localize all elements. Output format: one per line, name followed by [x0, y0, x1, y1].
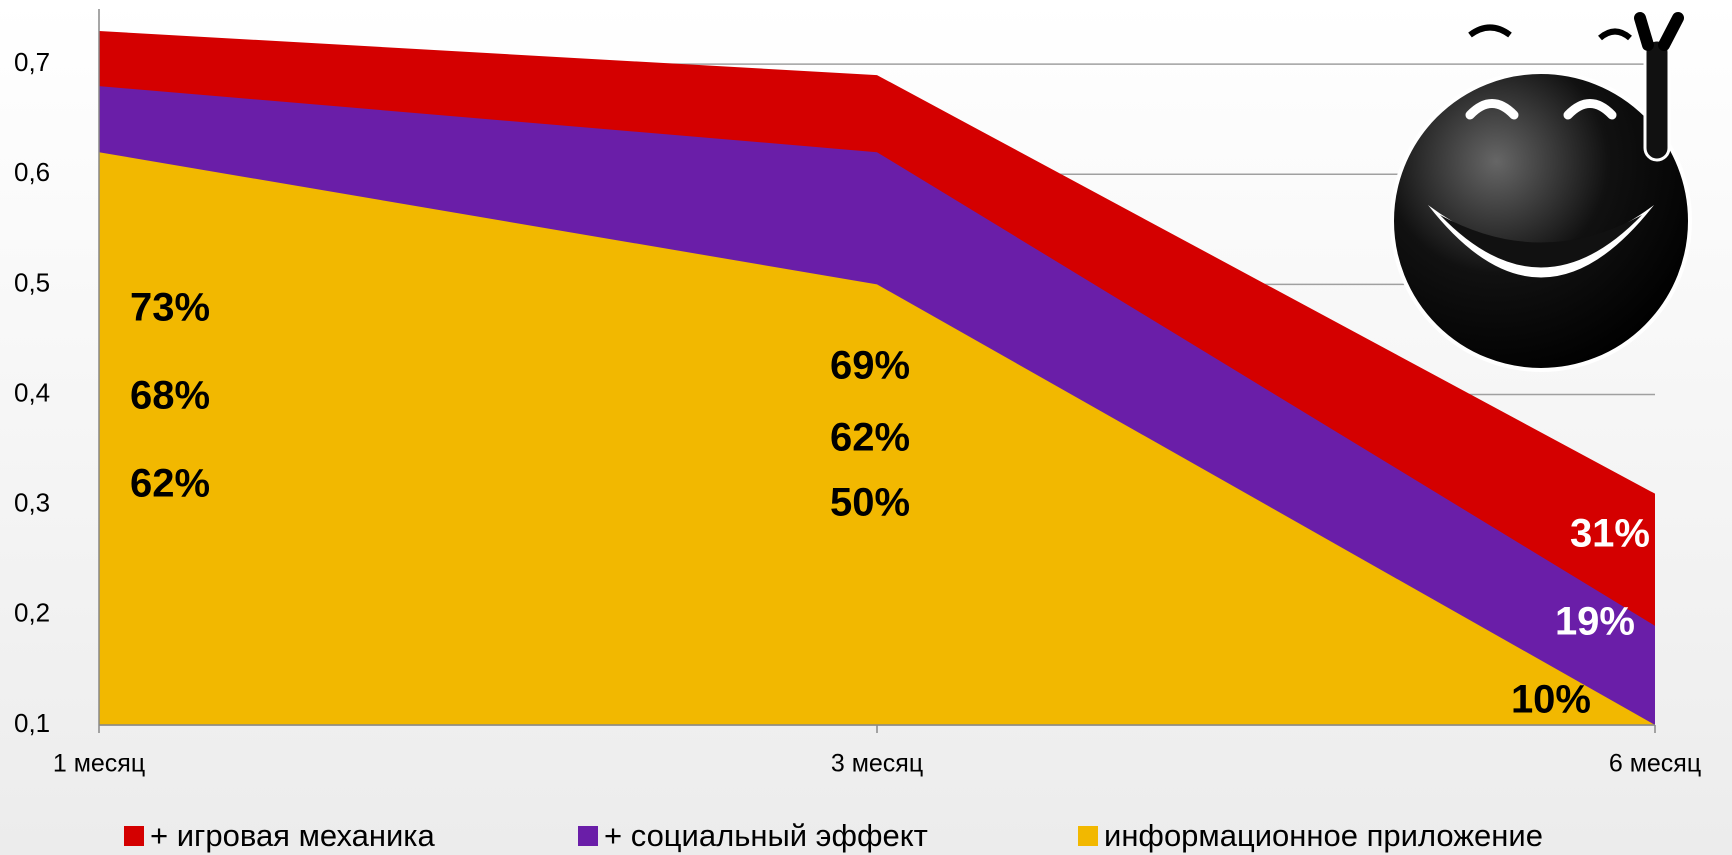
x-tick-label: 1 месяц [53, 750, 145, 778]
value-label: 31% [1570, 512, 1650, 556]
value-label: 50% [830, 481, 910, 525]
y-tick-label: 0,3 [14, 488, 50, 518]
y-tick-label: 0,1 [14, 708, 50, 738]
legend-swatch [1078, 826, 1098, 846]
y-tick-label: 0,2 [14, 598, 50, 628]
value-label: 69% [830, 344, 910, 388]
value-label: 62% [130, 462, 210, 506]
legend-label: + социальный эффект [604, 818, 928, 853]
value-label: 19% [1555, 600, 1635, 644]
legend-swatch [124, 826, 144, 846]
x-tick-label: 3 месяц [831, 750, 923, 778]
legend-label: информационное приложение [1104, 818, 1543, 853]
y-tick-label: 0,5 [14, 267, 50, 297]
page: 0,1 0,2 0,3 0,4 0,5 0,6 0,7 1 месяц 3 месяц 6 мес… [0, 0, 1732, 855]
value-label: 73% [130, 286, 210, 330]
chart: 0,1 0,2 0,3 0,4 0,5 0,6 0,7 1 месяц 3 месяц 6 мес… [0, 0, 1732, 855]
legend-label: + игровая механика [150, 818, 436, 853]
value-label: 10% [1511, 678, 1591, 722]
value-label: 62% [830, 416, 910, 460]
x-tick-label: 6 месяц [1609, 750, 1701, 778]
y-tick-label: 0,4 [14, 377, 50, 407]
value-label: 68% [130, 374, 210, 418]
legend-swatch [578, 826, 598, 846]
y-tick-label: 0,6 [14, 157, 50, 187]
y-tick-label: 0,7 [14, 47, 50, 77]
